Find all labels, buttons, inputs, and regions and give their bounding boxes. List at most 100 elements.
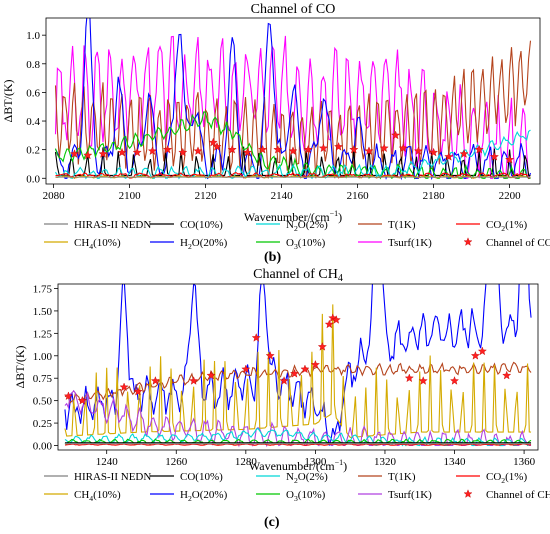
legend-label-o3: O3(10%) [286,237,326,251]
channel-star [364,146,374,155]
channel-star [119,382,129,392]
legend-label-co: CO(10%) [180,219,223,231]
channel-star [279,376,289,385]
legend-label-tsurf: Tsurf(1K) [388,237,432,249]
y-tick-label: 0.25 [33,418,53,430]
panel-label-c: (c) [264,515,280,530]
channel-star [318,143,328,153]
legend-star [463,489,473,498]
chart-panel-1: Channel of CH4 1240 1260 1280 1300 1320 1340 13… [13,267,550,503]
legend-star [463,237,473,246]
y-tick-label: 0.4 [26,116,40,128]
channel-star [331,315,341,324]
x-tick-label: 2160 [347,190,370,202]
y-tick-label: 1.75 [33,283,53,295]
channel-star [449,376,460,385]
channel-star [241,364,251,374]
legend-label-h2o: H2O(20%) [180,489,228,503]
x-tick-label: 1340 [444,456,467,468]
x-tick-label: 1360 [513,456,536,468]
channel-star [300,364,310,374]
channel-star [251,333,261,342]
channel-markers [63,313,512,405]
y-tick-label: 1.00 [33,351,53,363]
channel-star [189,376,199,385]
channel-star [413,146,423,155]
legend-label-channel: Channel of CO [486,237,550,249]
channel-star [303,144,313,154]
series-line-t [54,40,532,179]
x-tick-label: 2100 [119,190,142,202]
channel-star [391,130,401,140]
channel-star [334,142,344,151]
x-tick-label: 2200 [499,190,522,202]
channel-star [178,147,188,157]
legend-label-ch4: CH4(10%) [74,489,121,503]
series-line-n2o [64,427,532,447]
x-axis-label: Wavenumber/(cm−1) [244,209,342,224]
channel-star [163,144,173,154]
channel-star [310,359,320,369]
series-line-t [64,361,532,405]
x-axis-label: Wavenumber/(cm−1) [249,458,347,473]
channel-star [379,143,389,153]
y-tick-label: 1.0 [26,30,40,42]
legend-label-h2o: H2O(20%) [180,237,228,251]
channel-star [227,144,237,154]
channel-star [193,146,203,155]
y-tick-label: 1.50 [33,306,53,318]
x-tick-label: 1260 [165,456,188,468]
y-tick-label: 0.75 [33,373,53,385]
y-axis-label: ΔBT/(K) [13,345,27,388]
y-tick-label: 0.8 [26,59,40,71]
y-tick-label: 0.00 [33,441,53,453]
channel-markers [69,130,515,164]
channel-star [98,149,108,158]
y-tick-label: 0.2 [26,145,40,157]
channel-star [132,147,142,157]
legend-label-n2o: N2O(2%) [286,219,328,233]
y-tick-label: 0.6 [26,87,40,99]
chart-title: Channel of CH4 [253,267,343,284]
channel-star [404,373,414,383]
series-line-ch4 [64,304,532,439]
channel-star [317,342,327,351]
channel-star [77,395,87,405]
x-tick-label: 1280 [235,456,258,468]
legend-label-n2o: N2O(2%) [286,471,328,485]
series-group [64,284,532,448]
legend-label-channel: Channel of CH4 [486,489,550,503]
x-tick-label: 1240 [96,456,119,468]
channel-star [133,386,143,396]
channel-star [429,147,439,157]
legend-label-o3: O3(10%) [286,489,326,503]
plot-frame [57,283,539,451]
x-tick-label: 1320 [374,456,397,468]
channel-star [242,147,252,157]
panel-label-b: (b) [264,250,282,265]
channel-star [147,146,157,155]
legend-label-t: T(1K) [388,219,416,231]
channel-star [273,144,283,154]
channel-star [418,376,428,385]
legend-label-tsurf: Tsurf(1K) [388,489,432,501]
channel-star [459,149,469,158]
chart-title: Channel of CO [251,2,336,17]
x-tick-label: 2140 [271,190,294,202]
channel-star [398,143,408,153]
channel-star [150,376,160,385]
channel-star [477,346,487,356]
series-line-tsurf [54,35,531,179]
channel-star [444,152,454,161]
legend-label-nedn: HIRAS-II NEDN [74,219,151,231]
series-line-h2o [64,284,532,446]
channel-star [324,319,334,329]
plot-frame [45,17,541,185]
channel-star [474,144,484,154]
channel-star [117,147,127,157]
channel-star [289,368,300,378]
channel-star [212,142,222,151]
x-tick-label: 2080 [43,190,66,202]
